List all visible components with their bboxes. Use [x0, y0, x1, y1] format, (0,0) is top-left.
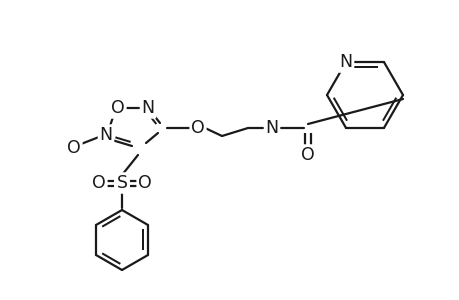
Text: S: S — [116, 174, 127, 192]
Text: O: O — [138, 174, 151, 192]
Text: O: O — [111, 99, 124, 117]
Text: N: N — [339, 53, 352, 71]
Text: N: N — [99, 126, 112, 144]
Text: O: O — [301, 146, 314, 164]
Text: O: O — [92, 174, 106, 192]
Text: O: O — [67, 139, 81, 157]
Text: N: N — [141, 99, 154, 117]
Text: N: N — [265, 119, 278, 137]
Text: O: O — [190, 119, 204, 137]
